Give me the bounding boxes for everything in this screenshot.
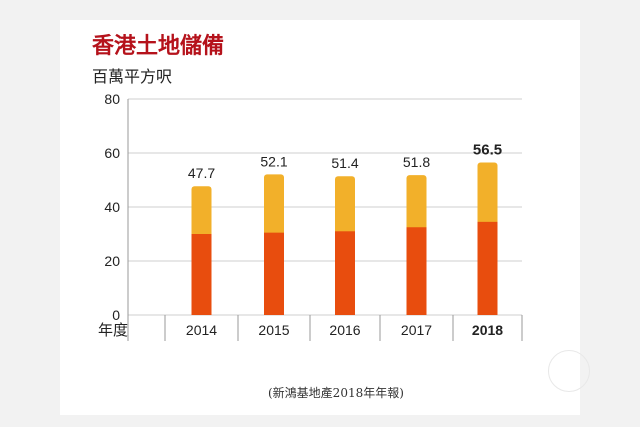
bar-upper-segment <box>191 186 212 240</box>
bar-upper-segment <box>406 175 427 234</box>
y-tick-label: 20 <box>104 253 120 269</box>
x-axis-label: 年度 <box>98 322 128 339</box>
y-tick-label: 40 <box>104 199 120 215</box>
x-tick-label: 2017 <box>401 322 432 338</box>
x-tick-label: 2014 <box>186 322 217 338</box>
x-tick-label: 2015 <box>258 322 289 338</box>
watermark-logo <box>548 350 590 392</box>
bar-lower-segment <box>335 231 355 315</box>
bar-total-label: 51.8 <box>403 154 430 170</box>
y-tick-label: 60 <box>104 145 120 161</box>
bar-upper-segment <box>264 174 284 239</box>
bar-total-label: 47.7 <box>188 165 215 181</box>
y-axis-unit-label: 百萬平方呎 <box>92 67 173 86</box>
bar-total-label: 52.1 <box>260 153 287 169</box>
source-note: (新鴻基地產2018年年報) <box>268 386 404 400</box>
bar-upper-segment <box>477 162 498 228</box>
bar-lower-segment <box>191 234 212 315</box>
y-tick-label: 0 <box>112 307 120 323</box>
bar-lower-segment <box>264 232 284 315</box>
bar-lower-segment <box>406 227 427 315</box>
x-tick-label: 2016 <box>329 322 360 338</box>
bar-upper-segment <box>335 176 355 238</box>
chart-title: 香港土地儲備 <box>92 34 225 59</box>
y-tick-label: 80 <box>104 91 120 107</box>
x-tick-label: 2018 <box>472 322 503 338</box>
bar-lower-segment <box>477 221 498 315</box>
bar-total-label: 51.4 <box>331 155 358 171</box>
bar-total-label: 56.5 <box>473 141 502 158</box>
